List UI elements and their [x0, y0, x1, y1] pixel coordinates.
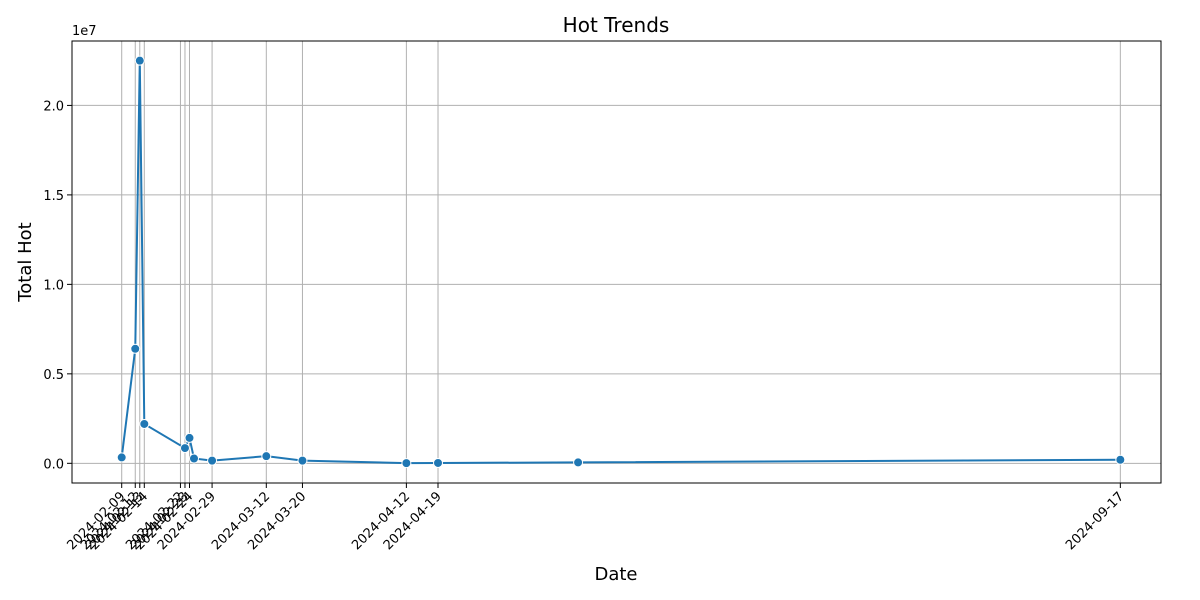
y-tick-label: 0.5: [43, 368, 64, 383]
data-point: [116, 452, 127, 463]
y-tick-label: 2.0: [43, 99, 64, 114]
data-point: [573, 457, 584, 468]
data-point: [179, 443, 190, 454]
y-tick-label: 1.5: [43, 189, 64, 204]
data-point: [401, 458, 412, 469]
data-point: [207, 455, 218, 466]
data-point: [1115, 454, 1126, 465]
grid-layer: [72, 41, 1161, 483]
x-axis-label: Date: [594, 564, 637, 585]
x-tick-label: 2024-09-17: [1063, 489, 1127, 553]
data-point: [189, 453, 200, 464]
data-point: [433, 457, 444, 468]
y-tick-label: 0.0: [43, 457, 64, 472]
chart-title: Hot Trends: [563, 13, 670, 37]
y-axis-offset-label: 1e7: [72, 24, 97, 39]
y-axis-label: Total Hot: [15, 222, 36, 302]
data-point: [261, 451, 272, 462]
data-point: [297, 455, 308, 466]
x-axis-ticks: 2024-02-092024-02-122024-02-132024-02-14…: [64, 483, 1127, 553]
y-axis-ticks: 0.0 0.5 1.0 1.5 2.0: [43, 99, 72, 472]
series-line: [120, 60, 1121, 465]
data-point: [130, 343, 141, 354]
series-layer: [116, 55, 1126, 469]
y-tick-label: 1.0: [43, 278, 64, 293]
data-point: [184, 432, 195, 443]
data-point: [134, 55, 145, 66]
data-point: [139, 418, 150, 429]
plot-frame: [71, 40, 1162, 484]
